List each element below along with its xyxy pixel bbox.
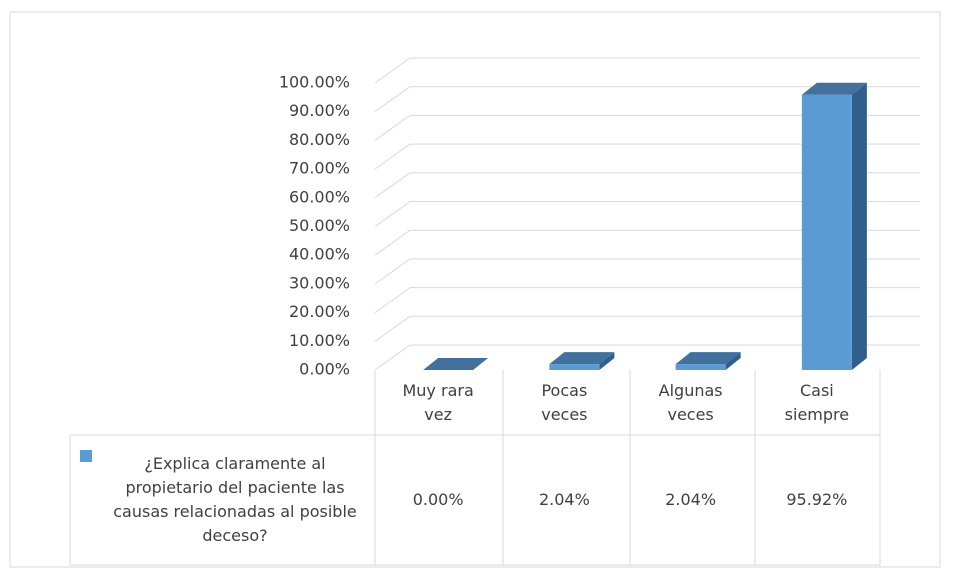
bar-top (801, 82, 867, 95)
bar-front (801, 94, 852, 371)
y-tick-label: 40.00% (289, 245, 350, 264)
grid-line (374, 57, 411, 84)
y-tick-label: 90.00% (289, 101, 350, 120)
y-tick-label: 60.00% (289, 187, 350, 206)
bar-top (675, 352, 741, 365)
data-table-value: 0.00% (412, 490, 464, 509)
bar-side (599, 352, 615, 370)
grid-line (374, 114, 411, 141)
y-tick-label: 70.00% (289, 159, 350, 178)
bar-front (549, 364, 600, 370)
bar (675, 352, 741, 370)
grid-line (374, 143, 411, 170)
x-tick-label: Casi siempre (784, 381, 850, 424)
chart-border (9, 11, 941, 568)
bar (549, 352, 615, 370)
y-tick-label: 30.00% (289, 273, 350, 292)
y-tick-label: 0.00% (299, 360, 350, 379)
data-table-value: 2.04% (538, 490, 590, 509)
grid-line (374, 201, 411, 227)
legend-label: ¿Explica claramente al propietario del p… (113, 454, 357, 545)
grid-line (374, 344, 411, 371)
x-tick-label: Pocas veces (541, 381, 588, 424)
grid-line (374, 172, 411, 199)
grid-line (374, 229, 411, 256)
grid-line (374, 315, 411, 342)
bar-side (725, 352, 741, 370)
legend-key (80, 450, 92, 462)
bar (801, 82, 867, 371)
y-tick-label: 100.00% (279, 73, 350, 92)
bar-front (675, 364, 726, 370)
y-tick-label: 50.00% (289, 216, 350, 235)
data-table-lines (69, 370, 881, 566)
grid-line (374, 258, 411, 285)
y-tick-label: 80.00% (289, 130, 350, 149)
bar (423, 358, 489, 370)
x-tick-label: Muy rara vez (402, 381, 474, 424)
bar-side (851, 82, 867, 371)
grid-line (374, 287, 411, 314)
x-tick-label: Algunas veces (658, 381, 723, 424)
bar-top (423, 358, 489, 370)
data-table-value: 2.04% (665, 490, 717, 509)
data-table-value: 95.92% (786, 490, 848, 509)
bar-top (549, 352, 615, 365)
grid-line (374, 86, 411, 113)
y-tick-label: 10.00% (289, 331, 350, 350)
y-tick-label: 20.00% (289, 302, 350, 321)
